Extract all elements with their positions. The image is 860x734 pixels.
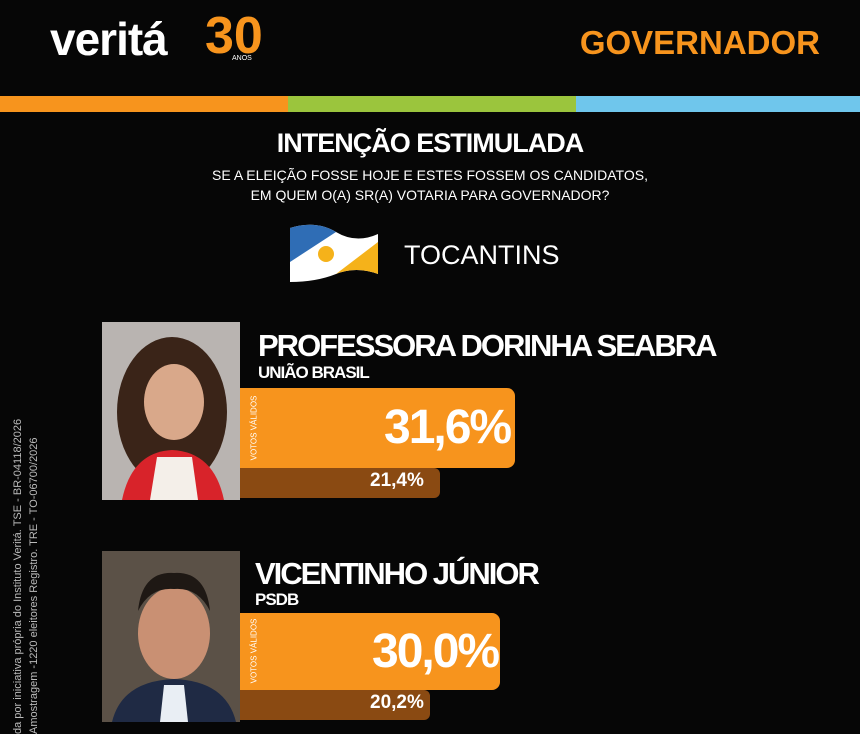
logo-number: 30 [205, 7, 263, 65]
survey-title: INTENÇÃO ESTIMULADA [276, 128, 585, 158]
footnote: da por iniciativa própria do Instituto V… [12, 400, 40, 734]
valid-bar [240, 613, 500, 690]
question: SE A ELEIÇÃO FOSSE HOJE E ESTES FOSSEM O… [0, 165, 860, 205]
total-value: 20,2% [370, 692, 424, 713]
candidate-photo [102, 551, 240, 722]
footnote-line: da por iniciativa própria do Instituto V… [12, 418, 24, 734]
section-title: GOVERNADOR [579, 24, 820, 61]
valid-value: 31,6% [384, 401, 512, 454]
valid-value: 30,0% [372, 625, 500, 678]
stripe [288, 96, 576, 112]
candidate-photo [102, 322, 240, 500]
total-bar [240, 468, 440, 498]
candidate-name: PROFESSORA DORINHA SEABRA [258, 328, 718, 363]
valid-label: VOTOS VÁLIDOS [249, 395, 259, 461]
total-bar [240, 690, 430, 720]
stripe [0, 96, 288, 112]
logo-sub: ANOS [232, 55, 252, 62]
footnote-line: Amostragem -1220 eleitores Registro. TRE… [28, 437, 40, 734]
valid-bar [240, 388, 515, 468]
candidate-party: UNIÃO BRASIL [258, 363, 370, 382]
flag [290, 224, 378, 282]
question-line: SE A ELEIÇÃO FOSSE HOJE E ESTES FOSSEM O… [212, 167, 648, 183]
candidate-party: PSDB [255, 590, 299, 609]
valid-label: VOTOS VÁLIDOS [249, 618, 259, 684]
question-line: EM QUEM O(A) SR(A) VOTARIA PARA GOVERNAD… [250, 187, 610, 203]
logo: veritá [50, 13, 168, 65]
candidate-name: VICENTINHO JÚNIOR [255, 556, 540, 591]
total-value: 21,4% [370, 470, 424, 491]
stripe [576, 96, 860, 112]
state: TOCANTINS [404, 240, 560, 270]
